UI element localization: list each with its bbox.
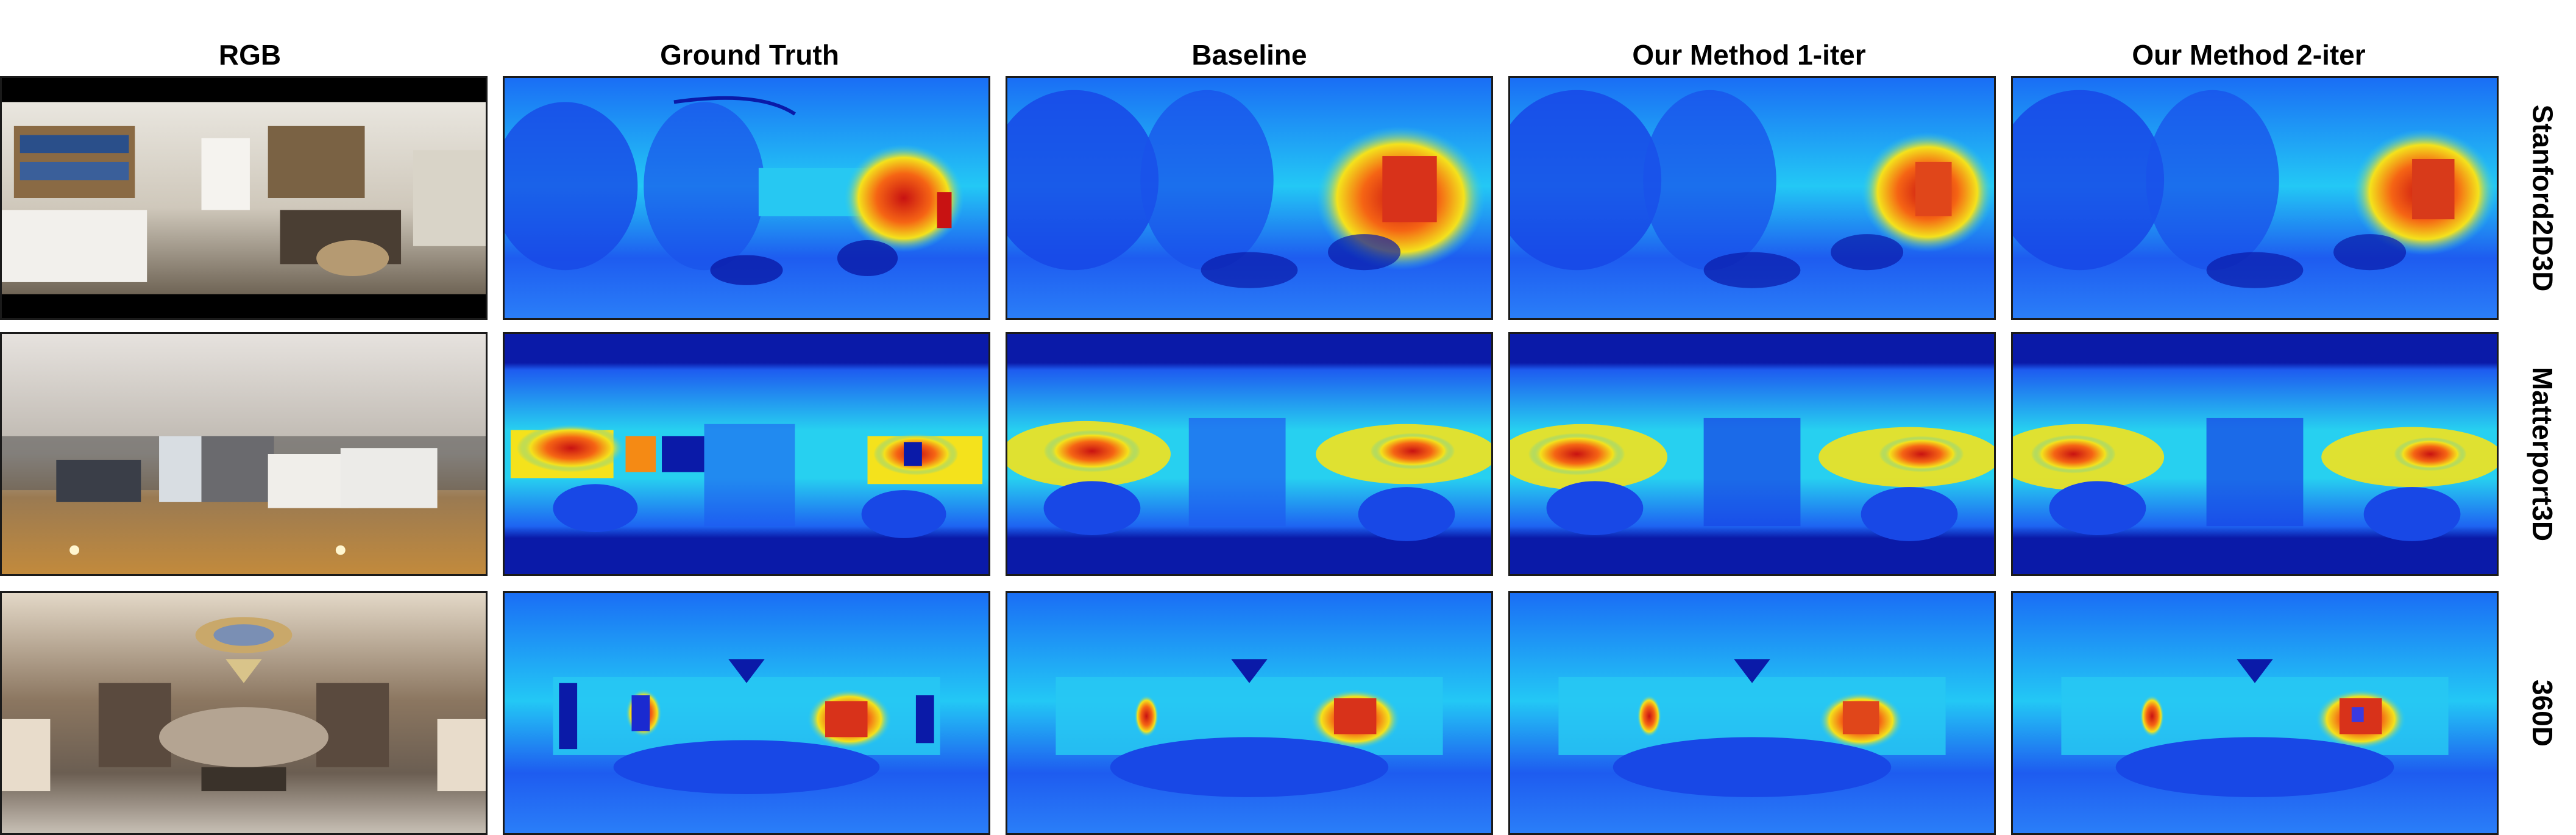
rgb-image-stanford2d3d: [0, 76, 488, 320]
rgb-image-matterport3d: [0, 332, 488, 576]
column-header-rgb: RGB: [218, 39, 282, 71]
row-label-matterport3d: Matterport3D: [2527, 366, 2558, 542]
column-header-method-2iter: Our Method 2-iter: [2132, 39, 2366, 71]
row-label-stanford2d3d: Stanford2D3D: [2527, 104, 2558, 292]
ground-truth-depth-stanford2d3d: [503, 76, 990, 320]
method1iter-depth-360d: [1508, 591, 1996, 835]
method2iter-depth-360d: [2011, 591, 2499, 835]
row-label-360d: 360D: [2527, 680, 2558, 747]
method2iter-depth-stanford2d3d: [2011, 76, 2499, 320]
column-header-method-1iter: Our Method 1-iter: [1632, 39, 1866, 71]
ground-truth-depth-matterport3d: [503, 332, 990, 576]
baseline-depth-stanford2d3d: [1006, 76, 1493, 320]
baseline-depth-matterport3d: [1006, 332, 1493, 576]
baseline-depth-360d: [1006, 591, 1493, 835]
rgb-image-360d: [0, 591, 488, 835]
method1iter-depth-matterport3d: [1508, 332, 1996, 576]
ground-truth-depth-360d: [503, 591, 990, 835]
method2iter-depth-matterport3d: [2011, 332, 2499, 576]
column-header-ground-truth: Ground Truth: [660, 39, 839, 71]
method1iter-depth-stanford2d3d: [1508, 76, 1996, 320]
column-header-baseline: Baseline: [1191, 39, 1307, 71]
